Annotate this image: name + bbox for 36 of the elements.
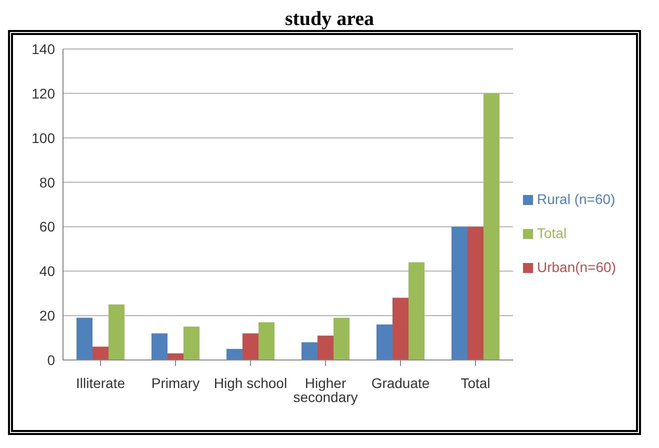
bar <box>318 336 334 360</box>
chart-title: study area <box>284 8 376 30</box>
bar <box>376 324 392 360</box>
y-tick-label: 100 <box>32 130 56 146</box>
bar <box>76 318 92 360</box>
legend-label: Rural (n=60) <box>537 190 616 206</box>
bar <box>242 333 258 360</box>
x-tick-label: Higher secondary <box>293 374 358 405</box>
bar <box>392 298 408 360</box>
bar <box>168 353 184 360</box>
x-tick-label: High school <box>214 374 288 391</box>
bar <box>226 348 242 360</box>
bar <box>184 326 200 360</box>
y-tick-label: 60 <box>39 218 56 235</box>
y-tick-label: 40 <box>39 263 56 280</box>
y-tick-label: 120 <box>32 85 56 102</box>
x-tick-label: Graduate <box>371 374 430 391</box>
x-tick-label: Primary <box>151 374 200 391</box>
y-tick-label: 140 <box>32 40 56 57</box>
bar <box>484 93 500 360</box>
bar <box>92 346 108 360</box>
bar <box>108 304 124 360</box>
y-tick-label: 20 <box>39 308 56 324</box>
bar <box>152 333 168 360</box>
bar <box>452 226 468 360</box>
x-tick-label: Illiterate <box>76 374 126 391</box>
y-tick-label: 80 <box>39 174 56 190</box>
x-tick-label: Total <box>460 374 490 391</box>
legend-label: Urban(n=60) <box>537 258 616 274</box>
bar <box>334 318 350 360</box>
legend-label: Total <box>537 224 567 240</box>
bar <box>302 342 318 360</box>
bar <box>468 226 484 360</box>
bar <box>408 262 424 360</box>
y-tick-label: 0 <box>47 352 56 368</box>
bar <box>258 322 274 360</box>
